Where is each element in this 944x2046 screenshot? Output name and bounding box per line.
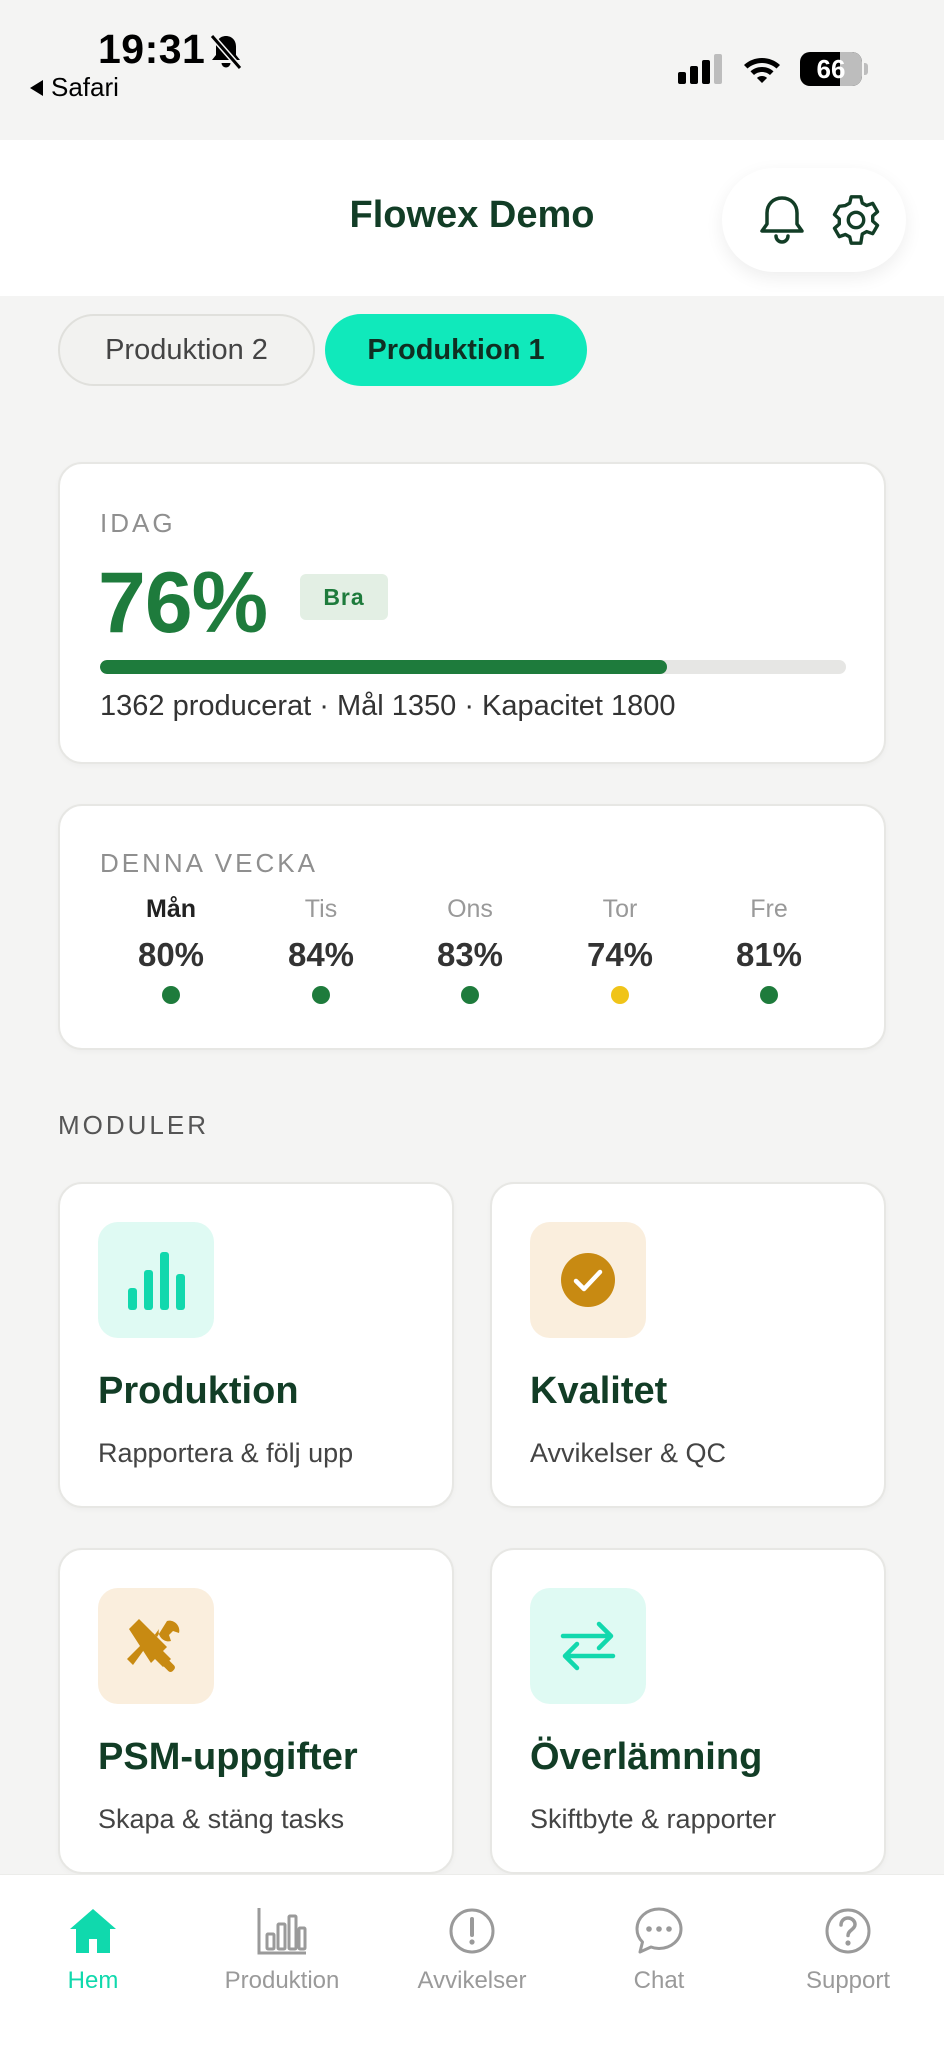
help-circle-icon — [825, 1908, 871, 1954]
notifications-button[interactable] — [754, 192, 810, 248]
nav-item-hem[interactable]: Hem — [3, 1905, 183, 1995]
today-percentage: 76% — [98, 555, 268, 651]
back-safari-label: Safari — [51, 72, 119, 102]
tab-produktion-1[interactable]: Produktion 1 — [325, 314, 587, 386]
nav-label: Chat — [633, 1967, 685, 1994]
bar-chart-icon — [257, 1908, 307, 1955]
bar-chart-icon — [128, 1252, 185, 1310]
today-progress-fill — [100, 660, 667, 674]
week-day-wed: Ons 83% — [395, 892, 545, 1004]
day-status-dot — [760, 986, 778, 1004]
day-name: Tis — [304, 895, 338, 923]
today-progress-bar — [100, 660, 846, 674]
page-title: Flowex Demo — [349, 194, 595, 236]
module-title: Produktion — [98, 1370, 299, 1412]
day-name: Tor — [602, 895, 638, 923]
tools-icon — [127, 1619, 180, 1672]
gear-icon — [832, 195, 880, 245]
status-bar: 19:31 Safari 66 — [0, 0, 944, 140]
module-card-kvalitet[interactable]: Kvalitet Avvikelser & QC — [490, 1182, 886, 1508]
day-value: 83% — [436, 936, 504, 973]
day-status-dot — [312, 986, 330, 1004]
check-circle-icon — [561, 1253, 615, 1307]
module-title: Kvalitet — [530, 1370, 668, 1412]
module-icon-tile — [530, 1588, 646, 1704]
status-time: 19:31 — [98, 26, 206, 72]
tab-produktion-2[interactable]: Produktion 2 — [58, 314, 315, 386]
week-day-mon: Mån 80% — [96, 892, 246, 1004]
module-subtitle: Rapportera & följ upp — [98, 1438, 354, 1468]
day-value: 84% — [287, 936, 355, 973]
day-value: 74% — [586, 936, 654, 973]
module-subtitle: Skapa & stäng tasks — [98, 1804, 345, 1834]
week-label: DENNA VECKA — [100, 848, 318, 878]
week-day-tue: Tis 84% — [246, 892, 396, 1004]
module-subtitle: Skiftbyte & rapporter — [530, 1804, 777, 1834]
header-actions — [722, 168, 906, 272]
battery-indicator: 66 — [800, 52, 868, 86]
day-value: 80% — [137, 936, 205, 973]
bell-off-icon — [209, 34, 243, 70]
nav-label: Hem — [67, 1967, 119, 1994]
app-header: Flowex Demo — [0, 140, 944, 296]
module-subtitle: Avvikelser & QC — [530, 1438, 727, 1468]
week-day-fri: Fre 81% — [694, 892, 844, 1004]
week-day-thu: Tor 74% — [545, 892, 695, 1004]
day-name: Ons — [447, 895, 493, 923]
nav-item-support[interactable]: Support — [758, 1905, 938, 1995]
status-badge: Bra — [300, 574, 388, 620]
day-name: Mån — [146, 895, 196, 923]
week-summary-card[interactable]: DENNA VECKA Mån 80% Tis 84% Ons 83% Tor … — [58, 804, 886, 1050]
day-status-dot — [162, 986, 180, 1004]
module-card-produktion[interactable]: Produktion Rapportera & följ upp — [58, 1182, 454, 1508]
modules-heading: MODULER — [58, 1110, 210, 1140]
alert-circle-icon — [449, 1908, 495, 1954]
nav-item-produktion[interactable]: Produktion — [192, 1905, 372, 1995]
nav-label: Support — [805, 1967, 891, 1994]
module-card-psm[interactable]: PSM-uppgifter Skapa & stäng tasks — [58, 1548, 454, 1874]
nav-label: Produktion — [224, 1967, 340, 1994]
nav-item-chat[interactable]: Chat — [569, 1905, 749, 1995]
day-name: Fre — [750, 895, 788, 923]
nav-item-avvikelser[interactable]: Avvikelser — [382, 1905, 562, 1995]
day-status-dot — [461, 986, 479, 1004]
module-card-overlamning[interactable]: Överlämning Skiftbyte & rapporter — [490, 1548, 886, 1874]
swap-arrows-icon — [560, 1621, 616, 1671]
module-title: PSM-uppgifter — [98, 1736, 358, 1778]
bell-icon — [760, 196, 804, 244]
cellular-signal-icon — [678, 54, 722, 84]
day-status-dot — [611, 986, 629, 1004]
bottom-navigation: Hem Produktion — [0, 1874, 944, 2046]
chat-bubble-icon — [635, 1907, 683, 1954]
wifi-icon — [744, 58, 780, 83]
day-value: 81% — [735, 936, 803, 973]
today-summary-card[interactable]: IDAG 76% Bra 1362 producerat · Mål 1350 … — [58, 462, 886, 764]
back-to-safari-link[interactable]: Safari — [30, 72, 119, 103]
battery-level: 66 — [816, 54, 846, 84]
home-icon — [70, 1909, 116, 1953]
nav-label: Avvikelser — [417, 1967, 527, 1994]
back-arrow-icon — [30, 79, 43, 96]
today-stats: 1362 producerat · Mål 1350 · Kapacitet 1… — [100, 690, 676, 722]
module-title: Överlämning — [530, 1736, 763, 1778]
settings-button[interactable] — [828, 192, 884, 248]
module-icon-tile — [98, 1222, 214, 1338]
module-icon-tile — [98, 1588, 214, 1704]
today-label: IDAG — [100, 508, 176, 538]
module-icon-tile — [530, 1222, 646, 1338]
